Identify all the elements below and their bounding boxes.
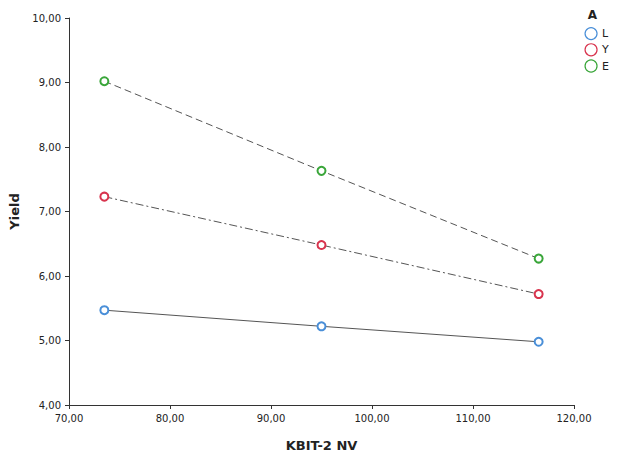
svg-text:10,00: 10,00 — [32, 13, 61, 24]
svg-text:9,00: 9,00 — [39, 77, 61, 88]
svg-text:6,00: 6,00 — [39, 271, 61, 282]
svg-text:4,00: 4,00 — [39, 400, 61, 411]
svg-text:110,00: 110,00 — [456, 413, 491, 424]
svg-text:90,00: 90,00 — [257, 413, 286, 424]
svg-text:80,00: 80,00 — [156, 413, 185, 424]
svg-text:Y: Y — [601, 43, 609, 56]
svg-text:8,00: 8,00 — [39, 142, 61, 153]
svg-text:E: E — [602, 60, 609, 73]
svg-text:A: A — [588, 8, 598, 22]
svg-text:KBIT-2 NV: KBIT-2 NV — [286, 438, 358, 453]
svg-text:5,00: 5,00 — [39, 335, 61, 346]
svg-text:70,00: 70,00 — [55, 413, 84, 424]
svg-text:Yield: Yield — [7, 193, 22, 230]
svg-text:L: L — [602, 27, 609, 40]
svg-text:120,00: 120,00 — [557, 413, 592, 424]
svg-text:7,00: 7,00 — [39, 206, 61, 217]
svg-text:100,00: 100,00 — [355, 413, 390, 424]
